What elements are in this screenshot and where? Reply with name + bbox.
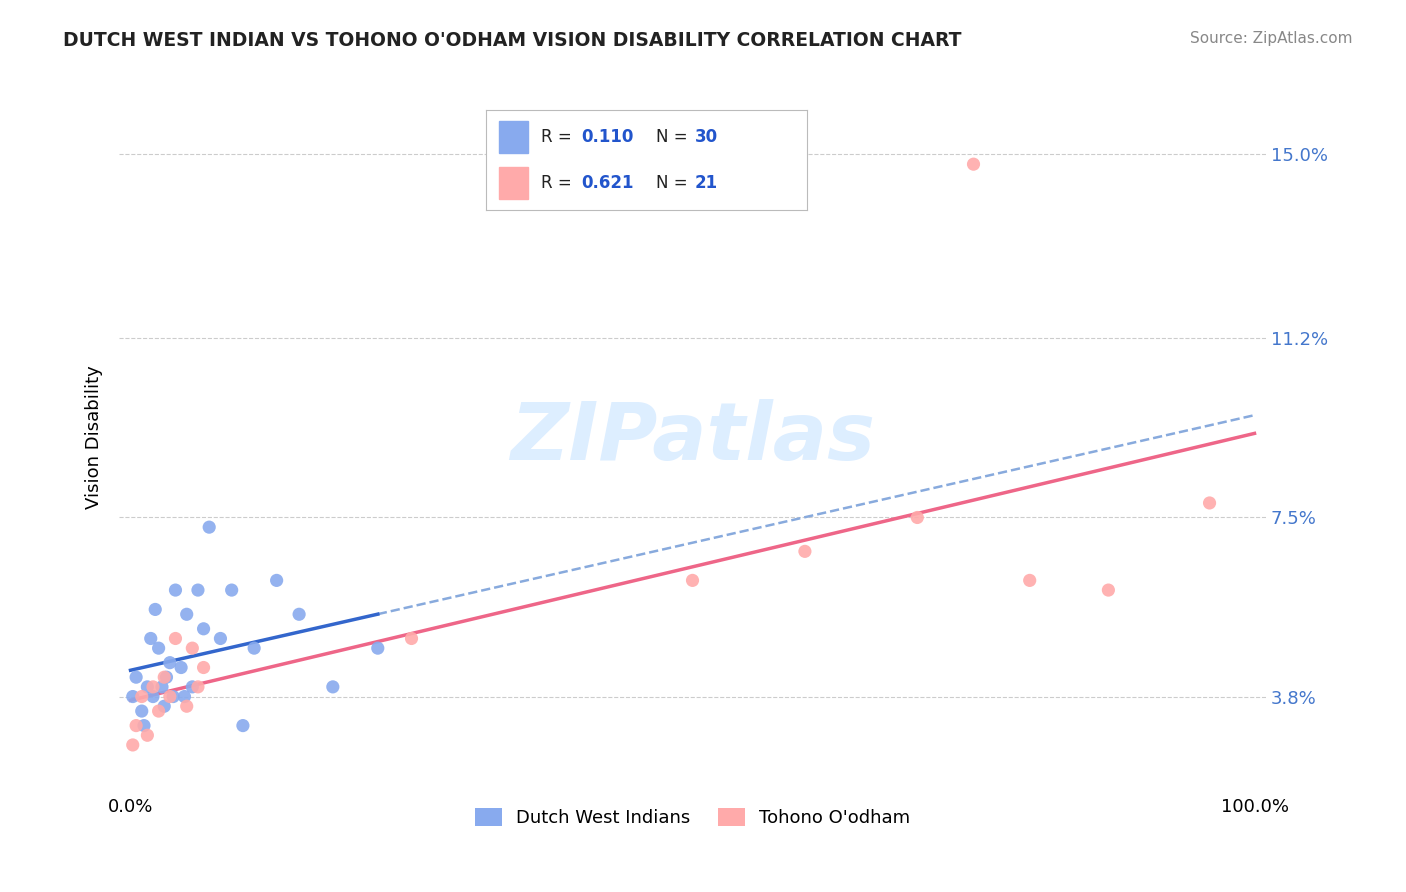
Point	[367, 641, 389, 656]
Point	[125, 670, 148, 684]
Point	[209, 632, 232, 646]
Point	[165, 583, 187, 598]
Point	[793, 544, 815, 558]
Point	[136, 680, 159, 694]
Point	[131, 704, 153, 718]
Point	[150, 680, 173, 694]
Point	[187, 583, 209, 598]
Point	[121, 690, 143, 704]
Point	[139, 632, 162, 646]
Point	[176, 699, 198, 714]
Point	[170, 660, 193, 674]
Point	[187, 680, 209, 694]
Point	[148, 641, 170, 656]
Point	[401, 632, 423, 646]
Point	[181, 641, 204, 656]
Point	[1018, 574, 1040, 588]
Point	[193, 660, 215, 674]
Point	[121, 738, 143, 752]
Point	[905, 510, 928, 524]
Point	[682, 574, 704, 588]
Point	[198, 520, 221, 534]
Point	[142, 690, 165, 704]
Legend: Dutch West Indians, Tohono O'odham: Dutch West Indians, Tohono O'odham	[468, 800, 918, 834]
Point	[153, 699, 176, 714]
Point	[243, 641, 266, 656]
Point	[962, 157, 984, 171]
Point	[132, 718, 155, 732]
Point	[176, 607, 198, 622]
Point	[148, 704, 170, 718]
Text: Source: ZipAtlas.com: Source: ZipAtlas.com	[1189, 31, 1353, 46]
Text: ZIPatlas: ZIPatlas	[510, 399, 875, 476]
Point	[125, 718, 148, 732]
Point	[155, 670, 177, 684]
Point	[266, 574, 288, 588]
Point	[288, 607, 311, 622]
Point	[159, 690, 181, 704]
Point	[232, 718, 254, 732]
Point	[193, 622, 215, 636]
Y-axis label: Vision Disability: Vision Disability	[86, 366, 103, 509]
Point	[131, 690, 153, 704]
Point	[165, 632, 187, 646]
Point	[162, 690, 184, 704]
Point	[143, 602, 166, 616]
Point	[142, 680, 165, 694]
Point	[159, 656, 181, 670]
Point	[322, 680, 344, 694]
Point	[153, 670, 176, 684]
Point	[173, 690, 195, 704]
Point	[1097, 583, 1119, 598]
Point	[1198, 496, 1220, 510]
Point	[136, 728, 159, 742]
Point	[181, 680, 204, 694]
Point	[221, 583, 243, 598]
Text: DUTCH WEST INDIAN VS TOHONO O'ODHAM VISION DISABILITY CORRELATION CHART: DUTCH WEST INDIAN VS TOHONO O'ODHAM VISI…	[63, 31, 962, 50]
